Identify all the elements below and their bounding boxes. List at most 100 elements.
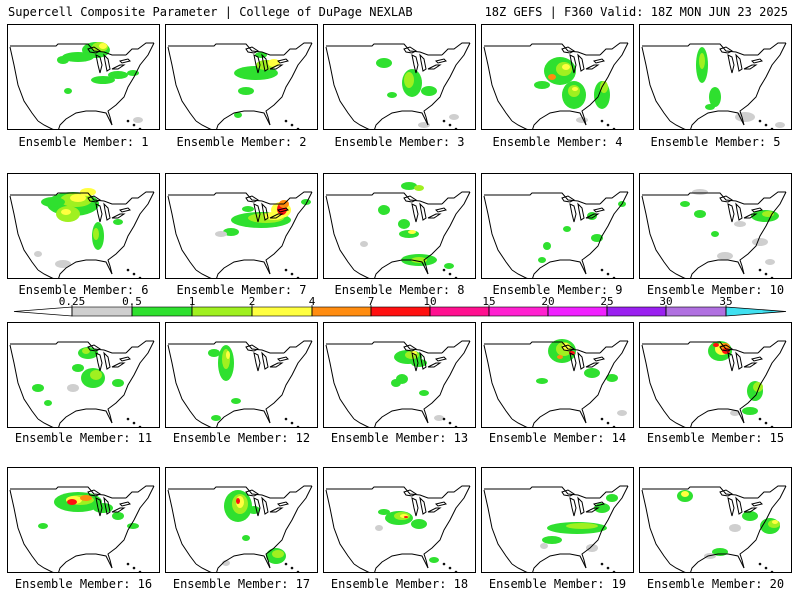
scp-contour: [444, 263, 454, 269]
map-canvas: [9, 485, 155, 572]
coastline-border: [757, 340, 786, 354]
scp-contour: [548, 74, 556, 80]
scp-contour: [742, 407, 758, 415]
coastline-border: [441, 340, 470, 354]
island-mark: [454, 425, 458, 427]
panel-caption-6: Ensemble Member: 6: [18, 283, 149, 297]
map-panel-15[interactable]: [639, 322, 792, 428]
geography-lines: [641, 42, 787, 129]
island-mark: [600, 268, 604, 272]
island-mark: [138, 127, 142, 129]
map-canvas: [483, 485, 629, 572]
scp-contour: [572, 87, 578, 91]
shaded-regions: [696, 47, 785, 128]
scp-contour: [772, 520, 778, 524]
map-panel-3[interactable]: [323, 24, 476, 130]
scp-contour: [717, 252, 733, 260]
island-mark: [770, 570, 774, 572]
map-panel-13[interactable]: [323, 322, 476, 428]
scp-contour: [375, 525, 383, 531]
panel-caption-7: Ensemble Member: 7: [176, 283, 307, 297]
scp-contour: [584, 368, 600, 378]
coastline-border: [9, 46, 39, 122]
panel-caption-3: Ensemble Member: 3: [334, 135, 465, 149]
great-lake-outline: [435, 356, 447, 362]
map-panel-20[interactable]: [639, 467, 792, 573]
scale-label-2: 2: [248, 295, 256, 308]
island-mark: [764, 272, 768, 276]
coastline-border: [484, 341, 600, 354]
scp-contour: [242, 535, 250, 541]
island-mark: [138, 570, 142, 572]
coastline-border: [484, 43, 600, 56]
coastline-border: [532, 110, 587, 129]
panel-caption-20: Ensemble Member: 20: [646, 577, 785, 591]
island-mark: [770, 127, 774, 129]
map-panel-2[interactable]: [165, 24, 318, 130]
island-mark: [758, 268, 762, 272]
scp-contour: [231, 398, 241, 404]
map-panel-12[interactable]: [165, 322, 318, 428]
great-lake-outline: [95, 352, 103, 372]
great-lake-outline: [743, 213, 758, 219]
coastline-border: [642, 486, 758, 499]
island-mark: [296, 127, 300, 129]
scp-contour: [268, 59, 280, 67]
shaded-regions: [208, 345, 241, 421]
map-panel-19[interactable]: [481, 467, 634, 573]
panel-caption-19: Ensemble Member: 19: [488, 577, 627, 591]
great-lake-outline: [277, 356, 289, 362]
scp-contour: [421, 86, 437, 96]
map-canvas: [483, 42, 629, 129]
scp-contour: [713, 343, 719, 347]
map-panel-11[interactable]: [7, 322, 160, 428]
island-mark: [606, 123, 610, 127]
map-canvas: [9, 340, 155, 427]
coastline-border: [195, 120, 212, 129]
great-lake-outline: [719, 344, 733, 352]
map-panel-6[interactable]: [7, 173, 160, 279]
scp-contour: [775, 122, 785, 128]
map-panel-5[interactable]: [639, 24, 792, 130]
scp-contour: [401, 182, 417, 190]
panel-caption-9: Ensemble Member: 9: [492, 283, 623, 297]
coastline-border: [641, 46, 671, 122]
scp-contour: [606, 494, 618, 502]
great-lake-outline: [585, 362, 600, 368]
island-mark: [126, 417, 130, 421]
map-panel-8[interactable]: [323, 173, 476, 279]
panel-caption-11: Ensemble Member: 11: [14, 431, 153, 445]
map-canvas: [325, 182, 471, 278]
coastline-border: [326, 341, 442, 354]
great-lake-outline: [103, 53, 111, 72]
map-panel-17[interactable]: [165, 467, 318, 573]
map-panel-7[interactable]: [165, 173, 318, 279]
great-lake-outline: [103, 351, 111, 370]
map-panel-10[interactable]: [639, 173, 792, 279]
great-lake-outline: [561, 46, 575, 54]
great-lake-outline: [403, 344, 417, 352]
map-panel-14[interactable]: [481, 322, 634, 428]
great-lake-outline: [593, 207, 605, 213]
shaded-regions: [536, 339, 627, 416]
island-mark: [606, 272, 610, 276]
scp-contour: [387, 92, 397, 98]
map-panel-9[interactable]: [481, 173, 634, 279]
map-panel-4[interactable]: [481, 24, 634, 130]
map-panel-18[interactable]: [323, 467, 476, 573]
map-panel-16[interactable]: [7, 467, 160, 573]
map-panel-1[interactable]: [7, 24, 160, 130]
scp-contour: [617, 410, 627, 416]
coastline-border: [690, 259, 745, 278]
great-lake-outline: [245, 46, 259, 54]
great-lake-outline: [261, 496, 269, 515]
coastline-border: [581, 485, 629, 569]
scale-arrow-high: [725, 306, 787, 317]
scp-contour: [301, 199, 311, 205]
scale-segment: [547, 306, 608, 317]
coastline-border: [669, 120, 686, 129]
coastline-border: [168, 43, 284, 56]
great-lake-outline: [743, 362, 758, 368]
coastline-border: [326, 486, 442, 499]
geography-lines: [641, 340, 787, 427]
